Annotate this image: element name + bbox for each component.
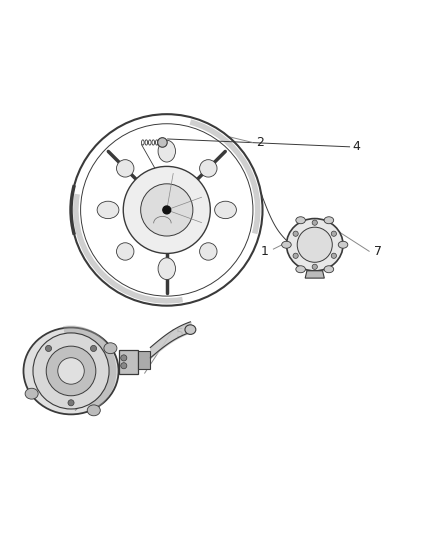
Circle shape bbox=[46, 345, 52, 351]
Circle shape bbox=[91, 345, 97, 351]
Ellipse shape bbox=[324, 266, 334, 273]
Circle shape bbox=[312, 264, 318, 269]
Bar bbox=[138, 351, 150, 369]
Text: 2: 2 bbox=[256, 136, 264, 149]
Circle shape bbox=[33, 333, 109, 409]
Ellipse shape bbox=[296, 217, 305, 224]
Ellipse shape bbox=[282, 241, 291, 248]
Ellipse shape bbox=[324, 217, 334, 224]
Text: 7: 7 bbox=[374, 245, 382, 258]
Bar bbox=[119, 351, 138, 375]
Circle shape bbox=[293, 253, 298, 259]
Ellipse shape bbox=[338, 241, 348, 248]
Circle shape bbox=[331, 231, 336, 236]
Ellipse shape bbox=[117, 243, 134, 260]
Circle shape bbox=[158, 138, 167, 147]
Ellipse shape bbox=[296, 266, 305, 273]
Ellipse shape bbox=[97, 201, 119, 219]
Ellipse shape bbox=[158, 258, 176, 279]
Ellipse shape bbox=[104, 343, 117, 354]
Circle shape bbox=[312, 220, 318, 225]
Ellipse shape bbox=[25, 388, 38, 399]
Circle shape bbox=[297, 227, 332, 262]
Circle shape bbox=[123, 166, 210, 254]
Circle shape bbox=[58, 358, 84, 384]
Ellipse shape bbox=[87, 405, 100, 416]
Text: 6: 6 bbox=[91, 386, 99, 399]
Circle shape bbox=[293, 231, 298, 236]
Circle shape bbox=[68, 400, 74, 406]
Polygon shape bbox=[305, 271, 324, 278]
Text: 1: 1 bbox=[261, 245, 268, 258]
Circle shape bbox=[121, 355, 127, 361]
Ellipse shape bbox=[215, 201, 237, 219]
Circle shape bbox=[121, 362, 127, 369]
Text: 4: 4 bbox=[352, 140, 360, 154]
Ellipse shape bbox=[200, 160, 217, 177]
Ellipse shape bbox=[200, 243, 217, 260]
Ellipse shape bbox=[117, 160, 134, 177]
Ellipse shape bbox=[286, 219, 343, 271]
Circle shape bbox=[46, 346, 96, 396]
Wedge shape bbox=[63, 326, 117, 410]
Ellipse shape bbox=[158, 140, 176, 162]
Ellipse shape bbox=[185, 325, 196, 334]
Text: 5: 5 bbox=[176, 327, 184, 341]
Circle shape bbox=[331, 253, 336, 259]
Ellipse shape bbox=[24, 328, 119, 414]
Circle shape bbox=[141, 184, 193, 236]
Circle shape bbox=[163, 206, 171, 214]
